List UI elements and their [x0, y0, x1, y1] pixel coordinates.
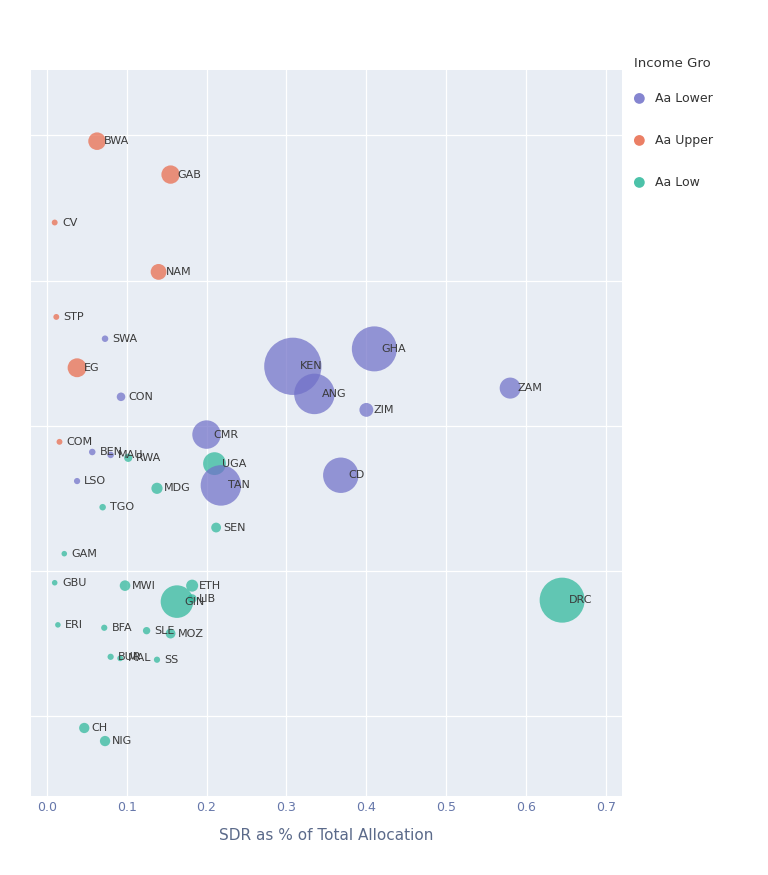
Point	[186, 592, 198, 605]
Text: Aa Lower: Aa Lower	[655, 93, 713, 105]
Text: BFA: BFA	[111, 623, 132, 633]
Text: Income Gro: Income Gro	[634, 57, 710, 70]
Text: COM: COM	[67, 437, 93, 447]
Point	[48, 215, 61, 229]
Text: MOZ: MOZ	[177, 628, 204, 639]
Point	[633, 175, 645, 189]
Point	[71, 360, 83, 374]
Text: GAB: GAB	[177, 170, 202, 179]
Point	[53, 435, 65, 449]
Point	[164, 626, 177, 640]
Point	[141, 624, 153, 638]
Point	[215, 479, 227, 493]
Text: GHA: GHA	[382, 344, 406, 354]
Text: MAL: MAL	[127, 654, 151, 663]
Text: MWI: MWI	[132, 581, 156, 591]
Point	[122, 451, 134, 465]
Text: NAM: NAM	[166, 267, 191, 276]
Text: CV: CV	[62, 218, 78, 228]
Point	[152, 265, 164, 279]
Point	[104, 650, 117, 664]
Text: TAN: TAN	[228, 480, 250, 490]
Point	[98, 620, 111, 634]
Text: NIG: NIG	[112, 736, 133, 746]
Text: CMR: CMR	[214, 430, 239, 439]
Point	[97, 500, 109, 514]
Text: BWA: BWA	[104, 136, 130, 146]
Point	[99, 332, 111, 346]
Text: SS: SS	[164, 654, 178, 665]
Text: GBU: GBU	[62, 578, 86, 588]
Point	[186, 578, 198, 592]
Point	[200, 428, 213, 442]
Text: GAM: GAM	[71, 549, 98, 558]
Point	[286, 360, 299, 374]
Text: EG: EG	[84, 363, 100, 373]
Point	[71, 474, 83, 488]
Point	[208, 457, 220, 471]
Point	[58, 547, 71, 561]
Text: LIB: LIB	[200, 594, 217, 604]
Point	[633, 133, 645, 147]
Point	[368, 342, 380, 356]
Text: ANG: ANG	[322, 388, 346, 399]
Text: Aa Low: Aa Low	[655, 177, 700, 189]
Point	[86, 445, 98, 459]
Text: STP: STP	[64, 312, 84, 322]
Point	[91, 134, 103, 148]
Point	[151, 481, 163, 495]
Text: CD: CD	[348, 470, 364, 480]
Text: TGO: TGO	[110, 502, 134, 512]
Point	[99, 734, 111, 748]
Text: SWA: SWA	[112, 333, 137, 344]
Text: BEN: BEN	[99, 447, 122, 457]
Text: SLE: SLE	[154, 626, 174, 635]
X-axis label: SDR as % of Total Allocation: SDR as % of Total Allocation	[219, 828, 434, 843]
Point	[504, 382, 516, 396]
Text: KEN: KEN	[300, 361, 323, 371]
Point	[50, 310, 62, 324]
Point	[51, 618, 64, 632]
Text: ETH: ETH	[200, 581, 221, 591]
Point	[114, 651, 127, 665]
Point	[151, 653, 163, 667]
Text: ERI: ERI	[65, 620, 83, 630]
Point	[210, 521, 222, 535]
Text: SEN: SEN	[223, 522, 246, 533]
Text: DRC: DRC	[569, 595, 593, 605]
Point	[633, 91, 645, 105]
Point	[78, 721, 91, 735]
Point	[48, 576, 61, 590]
Text: MDG: MDG	[164, 483, 191, 493]
Point	[170, 595, 183, 609]
Point	[115, 390, 127, 404]
Text: CH: CH	[91, 723, 108, 733]
Point	[556, 593, 568, 607]
Text: GIN: GIN	[184, 597, 204, 606]
Text: ZAM: ZAM	[518, 383, 542, 393]
Text: LSO: LSO	[84, 476, 107, 486]
Point	[360, 402, 372, 416]
Point	[335, 468, 347, 482]
Text: MAU: MAU	[118, 450, 143, 460]
Point	[104, 448, 117, 462]
Point	[119, 578, 131, 592]
Text: RWA: RWA	[135, 453, 161, 463]
Text: ZIM: ZIM	[373, 405, 394, 415]
Point	[308, 387, 320, 401]
Text: BUR: BUR	[118, 652, 141, 662]
Text: CON: CON	[128, 392, 153, 402]
Text: UGA: UGA	[222, 458, 246, 469]
Text: Aa Upper: Aa Upper	[655, 135, 713, 147]
Point	[164, 168, 177, 182]
